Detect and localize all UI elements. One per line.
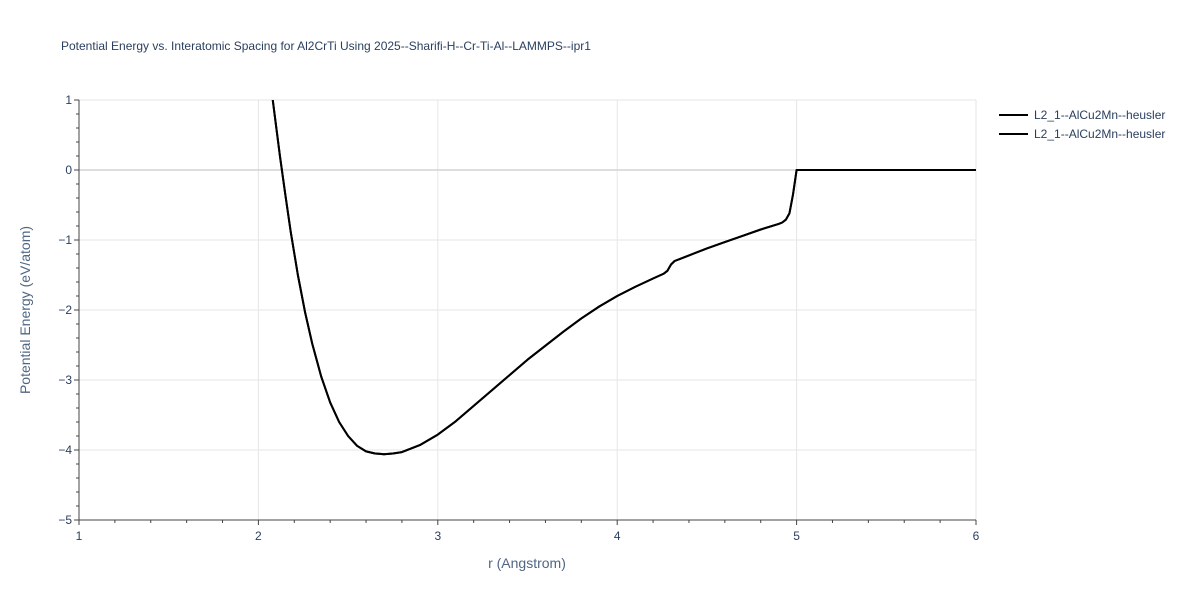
- legend-label-1: L2_1--AlCu2Mn--heusler: [1034, 108, 1165, 122]
- grid-layer: [79, 99, 977, 520]
- x-tick-label: 4: [614, 529, 621, 543]
- y-axis-title: Potential Energy (eV/atom): [17, 226, 33, 394]
- y-tick-label: 0: [65, 163, 72, 177]
- x-axis-title: r (Angstrom): [488, 555, 566, 571]
- series-line-2: [271, 100, 976, 456]
- legend: L2_1--AlCu2Mn--heusler L2_1--AlCu2Mn--heu…: [999, 108, 1165, 141]
- x-tick-label: 1: [76, 529, 83, 543]
- series-line-1: [271, 100, 976, 456]
- y-tick-label: −4: [58, 443, 72, 457]
- series-layer: [271, 100, 976, 456]
- x-tick-label: 2: [255, 529, 262, 543]
- axis-layer: 1 2 3 4 5 6 1 0 −1 −2 −3 −4 −5: [58, 93, 979, 543]
- x-tick-label: 6: [973, 529, 980, 543]
- x-tick-label: 3: [434, 529, 441, 543]
- x-tick-label: 5: [793, 529, 800, 543]
- y-tick-label: −2: [58, 303, 72, 317]
- y-tick-label: −5: [58, 513, 72, 527]
- chart-title: Potential Energy vs. Interatomic Spacing…: [61, 39, 591, 53]
- y-tick-label: 1: [65, 93, 72, 107]
- y-tick-label: −1: [58, 233, 72, 247]
- y-tick-label: −3: [58, 373, 72, 387]
- legend-label-2: L2_1--AlCu2Mn--heusler: [1034, 127, 1165, 141]
